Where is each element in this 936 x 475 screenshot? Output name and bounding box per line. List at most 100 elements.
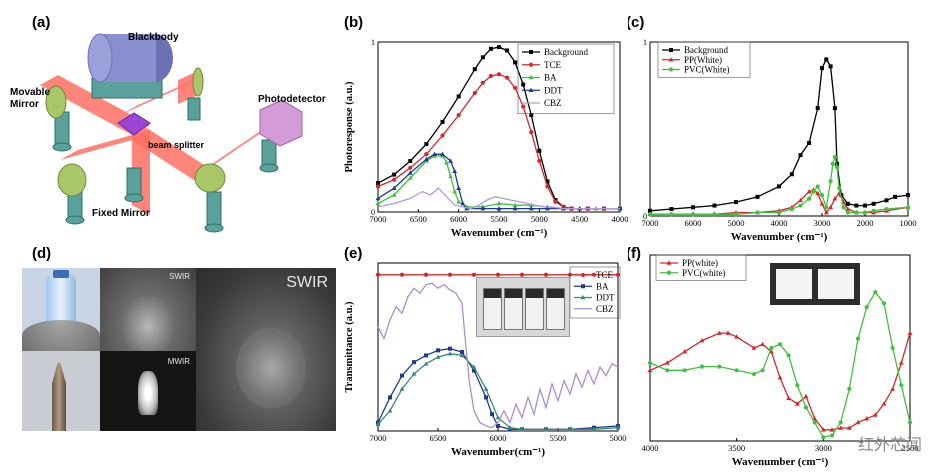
data-point <box>647 212 653 217</box>
face-highlight <box>236 328 306 408</box>
series-pvc-white- <box>647 290 913 440</box>
data-point <box>497 45 501 50</box>
photo-swir-face: SWIR <box>196 268 336 431</box>
data-point <box>798 197 803 203</box>
data-point <box>448 346 452 351</box>
data-point <box>824 205 829 210</box>
data-point <box>803 393 809 399</box>
beam-splitter <box>117 112 151 136</box>
data-point <box>682 349 688 354</box>
data-point <box>496 206 502 211</box>
data-point <box>432 151 437 156</box>
data-point <box>734 368 739 373</box>
data-point <box>456 94 461 99</box>
data-point <box>440 119 445 124</box>
data-point <box>828 204 833 210</box>
data-point <box>448 173 453 179</box>
data-point <box>777 184 781 189</box>
data-point <box>899 383 904 388</box>
label-movable-mirror: Movable Mirror <box>10 87 51 110</box>
data-point <box>751 345 757 350</box>
data-point <box>375 184 381 189</box>
samples-inset-photo <box>770 263 860 305</box>
label-fixed-mirror: Fixed Mirror <box>92 208 150 219</box>
x-tick-label: 3000 <box>815 443 832 453</box>
photo-bottle <box>22 268 100 351</box>
data-point <box>881 301 887 306</box>
data-point <box>480 206 486 211</box>
legend-label: PP(White) <box>684 55 722 65</box>
data-point <box>528 206 534 211</box>
data-point <box>448 158 453 163</box>
data-point <box>399 272 405 277</box>
data-point <box>760 341 766 347</box>
legend-marker <box>668 57 674 62</box>
data-point <box>440 151 445 156</box>
data-point <box>905 205 911 210</box>
x-tick-label: 6000 <box>685 218 702 228</box>
y-axis-label: Photoresponse (a.u.) <box>344 81 355 173</box>
data-point <box>496 423 500 428</box>
legend-label: Background <box>544 47 588 57</box>
data-point <box>820 66 824 71</box>
data-point <box>699 337 705 343</box>
series-pp-white- <box>647 330 913 432</box>
data-point <box>400 373 404 378</box>
data-point <box>881 401 887 406</box>
data-point <box>699 364 705 369</box>
plot-frame <box>649 254 911 442</box>
data-point <box>505 48 510 53</box>
data-point <box>375 272 381 277</box>
data-point <box>529 113 534 118</box>
data-point <box>890 386 896 391</box>
series-background <box>648 57 910 213</box>
data-point <box>519 272 525 277</box>
data-point <box>837 186 842 191</box>
data-point <box>483 386 489 391</box>
data-point <box>821 435 826 440</box>
series-cbz <box>377 187 620 210</box>
data-point <box>423 272 429 277</box>
data-point <box>543 426 549 432</box>
legend-marker <box>528 74 534 80</box>
data-point <box>712 203 717 208</box>
watermark-text: 红外芯闻 <box>857 435 922 454</box>
y-tick-label: 1 <box>371 38 375 47</box>
photo-swir-small: SWIR <box>100 268 196 351</box>
data-point <box>392 172 397 177</box>
x-tick-label: 6000 <box>450 214 467 224</box>
y-tick-label: 0 <box>643 212 647 221</box>
data-point <box>424 156 429 162</box>
y-tick-label: 0 <box>371 208 375 217</box>
data-point <box>838 420 843 425</box>
series-tce <box>375 72 623 211</box>
x-tick-label: 5500 <box>491 214 508 224</box>
data-point <box>615 272 621 277</box>
label-photodetector: Photodetector <box>258 94 326 105</box>
legend-label: DDT <box>544 85 563 95</box>
legend-marker <box>666 270 672 275</box>
data-point <box>755 194 760 199</box>
data-point <box>375 200 381 206</box>
setup-diagram <box>40 33 303 233</box>
data-point <box>832 154 837 159</box>
data-point <box>847 386 852 392</box>
x-tick-label: 6500 <box>410 214 427 224</box>
x-tick-label: 7000 <box>370 433 387 443</box>
data-point <box>424 152 429 157</box>
series-line <box>649 291 911 439</box>
sample-card-pp <box>818 269 854 299</box>
data-point <box>872 412 878 417</box>
data-point <box>513 85 518 90</box>
panel-label-f: (f) <box>628 245 641 262</box>
photo-pen-tip <box>22 351 100 431</box>
label-mwir-small: MWIR <box>167 357 190 366</box>
legend-label: Background <box>684 45 728 55</box>
data-point <box>789 172 794 177</box>
data-point <box>725 330 731 335</box>
data-point <box>734 200 738 205</box>
data-point <box>893 194 898 199</box>
data-point <box>864 416 870 421</box>
x-tick-label: 3500 <box>728 443 745 453</box>
data-point <box>545 206 550 211</box>
